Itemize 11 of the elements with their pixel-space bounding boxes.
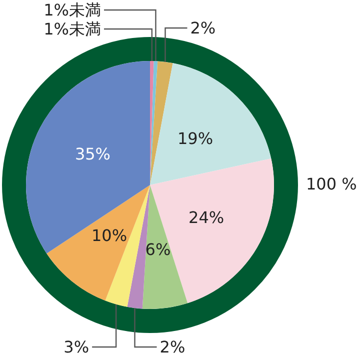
data-label: 35%	[74, 144, 111, 164]
data-label: 6%	[145, 240, 171, 260]
data-label: 1%未満	[44, 20, 101, 38]
data-label: 2%	[190, 18, 216, 38]
text: 100 %	[306, 174, 357, 194]
data-label: 10%	[91, 226, 128, 246]
data-label: 2%	[160, 338, 186, 356]
data-label: 3%	[64, 338, 90, 356]
data-label: 1%未満	[44, 0, 101, 20]
data-label: 24%	[188, 208, 224, 227]
data-label: 19%	[177, 128, 214, 148]
